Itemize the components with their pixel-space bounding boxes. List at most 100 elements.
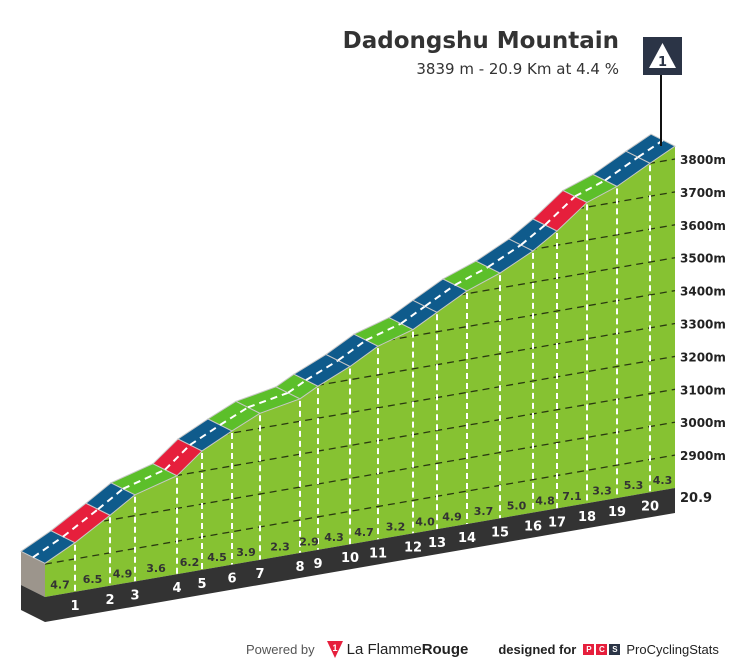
road-centerline <box>365 322 402 342</box>
road-centerline <box>62 508 99 538</box>
gradient-label: 4.5 <box>207 551 227 564</box>
road-segment <box>109 463 179 496</box>
road-centerline <box>247 391 289 409</box>
profile-front-face <box>45 146 675 597</box>
road-segment <box>325 333 379 368</box>
gridline <box>45 322 675 434</box>
km-label: 4 <box>172 581 181 596</box>
y-tick-label: 3200m <box>680 350 726 364</box>
gradient-label: 4.3 <box>653 474 673 487</box>
road-segment <box>561 173 619 203</box>
y-tick-label: 3000m <box>680 416 726 430</box>
gradient-label: 6.5 <box>83 573 103 586</box>
road-centerline <box>487 244 522 268</box>
road-centerline <box>637 139 664 159</box>
road-segment <box>625 133 676 164</box>
road-centerline <box>574 179 606 198</box>
gradient-label: 5.0 <box>507 499 527 512</box>
y-tick-label: 2900m <box>680 449 726 463</box>
y-tick-label: 3400m <box>680 285 726 299</box>
road-segment <box>206 400 262 432</box>
road-segment <box>20 530 76 564</box>
km-label: 19 <box>608 505 626 520</box>
km-label: 7 <box>255 567 264 582</box>
svg-text:1: 1 <box>332 643 337 653</box>
pcs-letter-s: S <box>609 643 621 655</box>
gridline <box>45 454 675 565</box>
gradient-label: 3.9 <box>236 546 256 559</box>
climb-title: Dadongshu Mountain <box>342 28 619 54</box>
road-segment <box>508 218 558 252</box>
la-flamme-rouge-logo[interactable]: 1 La Flamme Rouge <box>326 640 468 658</box>
gridline <box>45 355 675 467</box>
road-centerline <box>604 156 639 182</box>
km-label: 12 <box>404 540 422 555</box>
gradient-label: 4.9 <box>113 568 133 581</box>
designed-for-text: designed for <box>498 641 577 657</box>
distance-end-label: 20.9 <box>680 491 712 506</box>
gradient-label: 4.9 <box>442 511 462 524</box>
brand-name-a: La Flamme <box>346 640 422 658</box>
gradient-label: 5.3 <box>624 479 644 492</box>
gridline <box>45 158 675 269</box>
road-segment <box>352 317 415 347</box>
y-tick-label: 3800m <box>680 153 726 167</box>
road-centerline <box>164 444 191 471</box>
road-centerline <box>122 468 166 490</box>
gradient-label: 2.3 <box>270 540 290 553</box>
road-segment <box>292 353 352 387</box>
km-label: 9 <box>313 557 322 572</box>
powered-by-text: Powered by <box>246 641 315 657</box>
km-label: 10 <box>341 551 359 566</box>
gridline <box>45 388 675 499</box>
km-label: 15 <box>491 525 509 540</box>
road-segment <box>50 502 111 544</box>
category-badge: 1 <box>643 37 682 75</box>
elevation-profile-chart: 2900m 3000m 3100m 3200m 3300m 3400m 3500m 3600m… <box>20 75 726 622</box>
pcs-letter-c: C <box>596 643 608 655</box>
road-centerline <box>400 305 426 325</box>
km-label: 5 <box>197 577 206 592</box>
pcs-name[interactable]: ProCyclingStats <box>626 641 719 657</box>
gridline <box>45 257 675 368</box>
climb-subtitle: 3839 m - 20.9 Km at 4.4 % <box>416 60 619 78</box>
gradient-label: 3.3 <box>592 485 612 498</box>
road-segment <box>441 260 502 292</box>
road-centerline <box>520 224 546 246</box>
gridline <box>45 421 675 532</box>
profile-side-face <box>21 551 45 597</box>
road-segment <box>234 386 302 414</box>
road-centerline <box>424 284 456 308</box>
gradient-label: 4.8 <box>535 495 555 508</box>
km-label: 3 <box>130 588 139 603</box>
gradient-label: 4.3 <box>324 531 344 544</box>
gradient-label: 7.1 <box>562 490 582 503</box>
road-segment <box>475 238 534 274</box>
pcs-letter-p: P <box>583 643 595 655</box>
category-number: 1 <box>658 55 667 70</box>
y-tick-label: 3300m <box>680 318 726 332</box>
km-label: 2 <box>105 593 114 608</box>
road-segment <box>592 150 651 187</box>
y-tick-label: 3700m <box>680 186 726 200</box>
road-segment <box>177 418 233 452</box>
road-centerline <box>305 359 339 382</box>
km-label: 16 <box>524 520 542 535</box>
road-centerline <box>454 266 489 286</box>
road-centerline <box>32 535 64 559</box>
road-segment <box>532 189 588 232</box>
base-band <box>45 488 675 622</box>
gradient-label: 4.7 <box>50 578 70 591</box>
km-label: 8 <box>295 560 304 575</box>
footer: Powered by 1 La Flamme Rouge designed for… <box>246 640 719 658</box>
gradient-label: 4.7 <box>354 526 374 539</box>
pcs-logo[interactable]: P C S <box>583 643 621 655</box>
mountain-category-icon: 1 <box>649 43 676 70</box>
gradient-label: 3.7 <box>474 505 494 518</box>
y-tick-label: 3100m <box>680 383 726 397</box>
road-centerline <box>189 424 221 446</box>
km-label: 6 <box>227 572 236 587</box>
gridline <box>45 191 675 302</box>
gradient-label: 2.9 <box>299 535 319 548</box>
y-tick-label: 3500m <box>680 252 726 266</box>
